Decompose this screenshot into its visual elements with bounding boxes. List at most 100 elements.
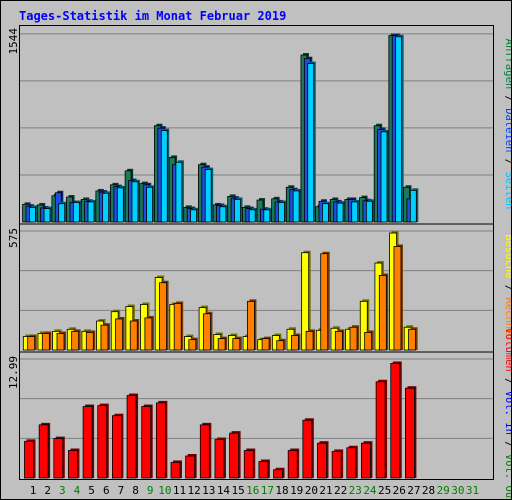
legend-besuche: Besuche: [503, 234, 511, 278]
bar-seiten-day-18: [278, 200, 287, 223]
x-tick-label-day-20: 20: [305, 484, 318, 497]
bar-rechner-day-14: [217, 336, 228, 351]
bar-rechner-day-26: [393, 244, 403, 351]
legend-besuche-rechner: Besuche / Rechner: [503, 234, 511, 342]
bar-rechner-day-22: [334, 329, 345, 351]
legend-anfragen: Anfragen: [503, 39, 511, 90]
bar-seiten-day-1: [28, 205, 38, 223]
bar-volumen-day-14: [214, 437, 226, 479]
bar-seiten-day-2: [43, 206, 53, 223]
x-tick-label-day-24: 24: [363, 484, 377, 497]
legend-anfragen-dateien-seiten: Anfragen / Dateien / Seiten: [503, 39, 511, 210]
bar-volumen-day-23: [346, 445, 358, 479]
bar-volumen-day-4: [68, 448, 80, 479]
bar-seiten-day-13: [204, 167, 214, 223]
bar-rechner-day-11: [173, 301, 184, 351]
x-tick-label-day-12: 12: [188, 484, 201, 497]
bar-volumen-day-10: [155, 400, 168, 479]
x-tick-label-day-9: 9: [147, 484, 154, 497]
bar-volumen-day-5: [82, 404, 95, 479]
bar-seiten-day-27: [409, 188, 419, 223]
bar-volumen-day-15: [229, 431, 241, 479]
bar-seiten-day-22: [336, 201, 346, 223]
x-tick-label-day-13: 13: [202, 484, 215, 497]
x-tick-label-day-10: 10: [158, 484, 171, 497]
bar-rechner-day-23: [349, 325, 359, 351]
x-tick-label-day-19: 19: [290, 484, 303, 497]
x-tick-label-day-31: 31: [466, 484, 479, 497]
bar-seiten-day-23: [351, 199, 360, 223]
legend-rechner: Rechner: [503, 297, 511, 341]
x-tick-label-day-28: 28: [422, 484, 435, 497]
bar-rechner-day-20: [305, 329, 316, 351]
x-tick-label-day-1: 1: [30, 484, 37, 497]
bar-volumen-day-18: [273, 467, 285, 479]
bar-volumen-day-9: [141, 404, 153, 479]
bar-besuche-day-20: [301, 250, 311, 351]
x-tick-label-day-6: 6: [103, 484, 110, 497]
bar-volumen-day-11: [170, 460, 182, 479]
x-tick-label-day-5: 5: [88, 484, 95, 497]
x-tick-label-day-4: 4: [74, 484, 81, 497]
bar-volumen-day-13: [199, 422, 212, 479]
bar-besuche-day-24: [359, 299, 370, 351]
bar-volumen-day-26: [390, 361, 402, 479]
bar-volumen-day-25: [375, 379, 388, 479]
bar-seiten-day-24: [365, 199, 375, 223]
bar-volumen-day-16: [243, 448, 256, 479]
legend-separator: /: [503, 152, 511, 171]
bar-seiten-day-11: [175, 160, 184, 223]
bar-seiten-day-4: [72, 200, 82, 223]
bar-volumen-day-2: [38, 422, 51, 479]
bar-rechner-day-27: [408, 327, 418, 351]
bar-seiten-day-8: [131, 179, 140, 223]
bar-seiten-day-10: [160, 128, 170, 223]
bar-seiten-day-7: [116, 185, 126, 223]
bar-rechner-day-8: [129, 319, 140, 351]
bar-rechner-day-5: [85, 330, 96, 351]
bar-volumen-day-21: [317, 441, 329, 479]
bar-rechner-day-9: [144, 315, 154, 351]
bar-rechner-day-3: [56, 331, 66, 351]
legend-separator: /: [503, 372, 511, 391]
x-tick-label-day-17: 17: [261, 484, 274, 497]
legend-separator: /: [503, 435, 511, 454]
chart-title: Tages-Statistik im Monat Februar 2019: [19, 9, 287, 23]
x-tick-label-day-26: 26: [393, 484, 406, 497]
bar-volumen-day-24: [361, 441, 373, 479]
bar-seiten-day-26: [395, 34, 404, 223]
bar-seiten-day-12: [190, 207, 199, 223]
x-tick-label-day-14: 14: [217, 484, 231, 497]
bar-rechner-day-21: [320, 251, 330, 351]
bar-seiten-day-17: [263, 207, 272, 223]
bar-rechner-day-1: [27, 334, 37, 351]
legend-seiten: Seiten: [503, 171, 511, 209]
x-tick-label-day-30: 30: [451, 484, 464, 497]
bar-volumen-day-12: [185, 454, 197, 479]
bar-volumen-day-6: [97, 403, 109, 479]
x-tick-label-day-21: 21: [319, 484, 332, 497]
bar-rechner-day-7: [115, 316, 125, 351]
x-tick-label-day-8: 8: [132, 484, 139, 497]
bar-rechner-day-15: [232, 336, 242, 351]
x-tick-label-day-3: 3: [59, 484, 66, 497]
legend-dateien: Dateien: [503, 108, 511, 152]
bar-volumen-day-7: [112, 413, 124, 479]
bar-seiten-day-9: [146, 185, 155, 223]
bar-rechner-day-2: [41, 331, 52, 351]
bar-rechner-day-4: [71, 329, 81, 351]
legend-volumen: Volumen / Vol. In / Vol. Out: [503, 327, 511, 499]
bar-seiten-day-3: [58, 201, 67, 223]
x-tick-label-day-7: 7: [118, 484, 125, 497]
bar-rechner-day-12: [188, 337, 198, 351]
x-tick-label-day-16: 16: [246, 484, 259, 497]
bar-rechner-day-17: [261, 336, 272, 351]
bar-rechner-day-24: [364, 330, 374, 351]
x-tick-label-day-29: 29: [437, 484, 450, 497]
bar-rechner-day-6: [100, 323, 110, 351]
bar-rechner-day-19: [290, 333, 301, 351]
x-tick-label-day-11: 11: [173, 484, 186, 497]
y-max-label-besuche-rechner: 575: [7, 228, 20, 248]
